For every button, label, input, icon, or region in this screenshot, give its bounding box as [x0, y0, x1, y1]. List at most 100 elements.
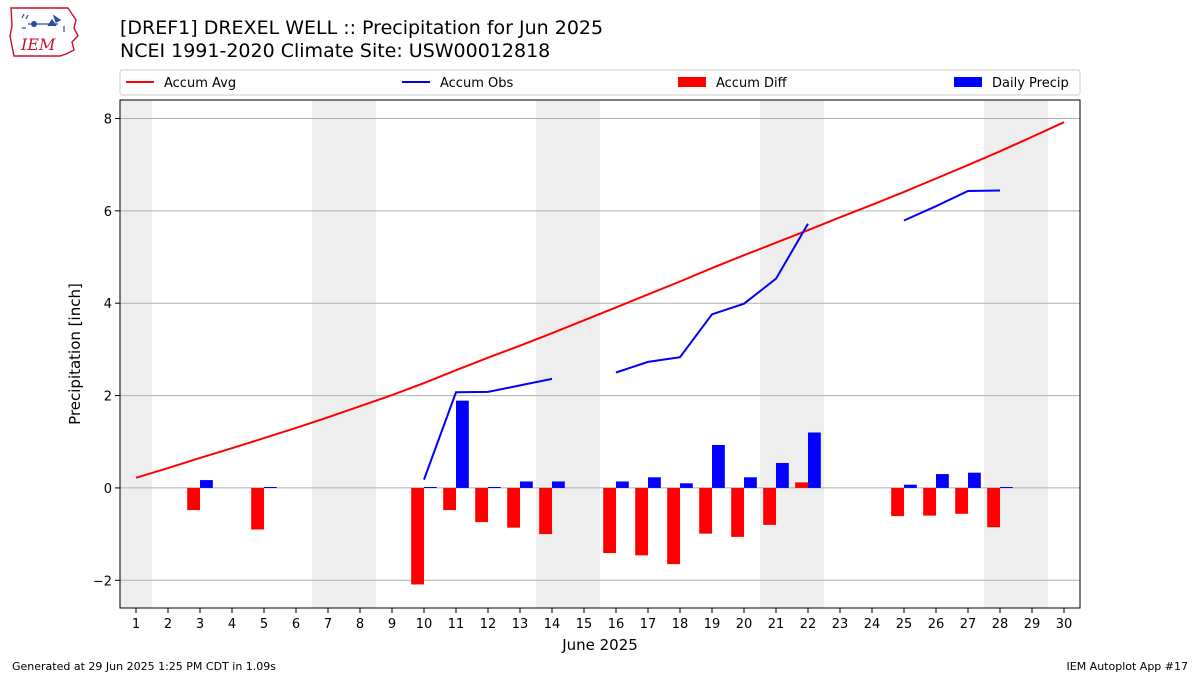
- legend-label-accum-obs: Accum Obs: [440, 76, 513, 91]
- accum-diff-bar: [731, 487, 744, 537]
- daily-precip-bar: [488, 487, 501, 489]
- daily-precip-bar: [616, 481, 629, 488]
- x-tick-label: 28: [992, 617, 1009, 632]
- daily-precip-bar: [680, 483, 693, 488]
- accum-diff-bar: [603, 487, 616, 554]
- legend-label-accum-diff: Accum Diff: [716, 76, 788, 91]
- x-tick-label: 8: [356, 617, 364, 632]
- accum-diff-bar: [539, 487, 552, 535]
- legend-label-daily-precip: Daily Precip: [992, 76, 1069, 91]
- accum-obs-line: [903, 189, 1001, 222]
- accum-diff-bar: [923, 487, 936, 516]
- accum-diff-bar: [635, 487, 648, 556]
- x-tick-label: 22: [800, 617, 817, 632]
- x-tick-label: 24: [864, 617, 881, 632]
- generated-timestamp: Generated at 29 Jun 2025 1:25 PM CDT in …: [12, 660, 277, 673]
- daily-precip-bar: [744, 477, 757, 488]
- daily-precip-bar: [520, 481, 533, 488]
- x-tick-label: 23: [832, 617, 849, 632]
- legend-swatch-accum-diff: [678, 77, 706, 87]
- daily-precip-bar: [552, 481, 565, 488]
- x-axis-label: June 2025: [561, 636, 638, 654]
- x-tick-label: 19: [704, 617, 721, 632]
- daily-precip-bar: [200, 480, 213, 488]
- app-credit: IEM Autoplot App #17: [1066, 660, 1189, 673]
- accum-diff-bar: [987, 487, 1000, 528]
- daily-precip-bar: [456, 400, 469, 488]
- y-tick-label: 4: [104, 297, 112, 312]
- gridlines: [120, 117, 1080, 581]
- accum-diff-bar: [443, 487, 456, 511]
- accum-obs-line: [615, 223, 809, 374]
- daily-precip-bar: [904, 484, 917, 488]
- logo-text: IEM: [20, 35, 56, 54]
- x-tick-label: 17: [640, 617, 657, 632]
- daily-precip-bar: [776, 462, 789, 488]
- legend: Accum Avg Accum Obs Accum Diff Daily Precip: [119, 69, 1081, 96]
- weekend-band: [312, 100, 376, 608]
- legend-swatch-daily-precip: [954, 77, 982, 87]
- daily-precip-bar: [712, 444, 725, 488]
- x-tick-label: 1: [132, 617, 140, 632]
- accum-diff-bar: [475, 487, 488, 523]
- accum-diff-bar: [699, 487, 712, 534]
- x-tick-label: 27: [960, 617, 977, 632]
- x-tick-label: 12: [480, 617, 497, 632]
- line-marks: [135, 121, 1065, 480]
- x-tick-label: 6: [292, 617, 300, 632]
- accum-diff-bar: [891, 487, 904, 517]
- accum-diff-bar: [411, 487, 424, 585]
- plot-frame: [119, 99, 1081, 609]
- accum-diff-bar: [955, 487, 968, 514]
- accum-diff-bar: [507, 487, 520, 528]
- accum-obs-line: [423, 377, 553, 480]
- y-tick-label: 6: [104, 205, 112, 220]
- x-tick-label: 3: [196, 617, 204, 632]
- x-tick-label: 18: [672, 617, 689, 632]
- x-tick-label: 11: [448, 617, 465, 632]
- daily-precip-bar: [1000, 487, 1013, 489]
- x-tick-label: 4: [228, 617, 236, 632]
- y-tick-label: −2: [93, 574, 112, 589]
- chart-title: [DREF1] DREXEL WELL :: Precipitation for…: [120, 17, 604, 39]
- x-tick-label: 30: [1056, 617, 1073, 632]
- x-tick-label: 16: [608, 617, 625, 632]
- x-tick-label: 14: [544, 617, 561, 632]
- weekend-band: [984, 100, 1048, 608]
- iowa-state-outline-icon: [9, 7, 79, 57]
- weekend-bands: [120, 100, 1048, 608]
- accum-diff-bar: [795, 482, 808, 488]
- y-tick-label: 8: [104, 112, 112, 127]
- daily-precip-bar: [648, 477, 661, 488]
- legend-label-accum-avg: Accum Avg: [164, 76, 236, 91]
- x-tick-label: 7: [324, 617, 332, 632]
- y-tick-label: 0: [104, 482, 112, 497]
- x-tick-label: 26: [928, 617, 945, 632]
- accum-diff-bar: [187, 487, 200, 511]
- accum-diff-bar: [763, 487, 776, 525]
- iem-logo: IEM: [9, 7, 79, 57]
- daily-precip-bar: [808, 432, 821, 488]
- x-tick-label: 20: [736, 617, 753, 632]
- y-axis-label: Precipitation [inch]: [66, 283, 84, 425]
- daily-precip-bar: [424, 487, 437, 489]
- x-tick-label: 5: [260, 617, 268, 632]
- accum-avg-line: [135, 121, 1065, 479]
- x-axis: 1 2 3 4 5 6 7 8 9 10 11 12 13 14 15 16 17 18 19 20 21 22 23 24 2…: [132, 608, 1072, 632]
- accum-diff-bar: [251, 487, 264, 530]
- bar-marks: [187, 400, 1013, 585]
- daily-precip-bar: [264, 487, 277, 489]
- y-axis: −2 0 2 4 6 8: [93, 112, 120, 589]
- chart-subtitle: NCEI 1991-2020 Climate Site: USW00012818: [120, 40, 551, 62]
- daily-precip-bar: [936, 474, 949, 488]
- x-tick-label: 15: [576, 617, 593, 632]
- x-tick-label: 2: [164, 617, 172, 632]
- x-tick-label: 9: [388, 617, 396, 632]
- daily-precip-bar: [968, 472, 981, 488]
- x-tick-label: 13: [512, 617, 529, 632]
- y-tick-label: 2: [104, 390, 112, 405]
- x-tick-label: 10: [416, 617, 433, 632]
- x-tick-label: 25: [896, 617, 913, 632]
- weekend-band: [760, 100, 824, 608]
